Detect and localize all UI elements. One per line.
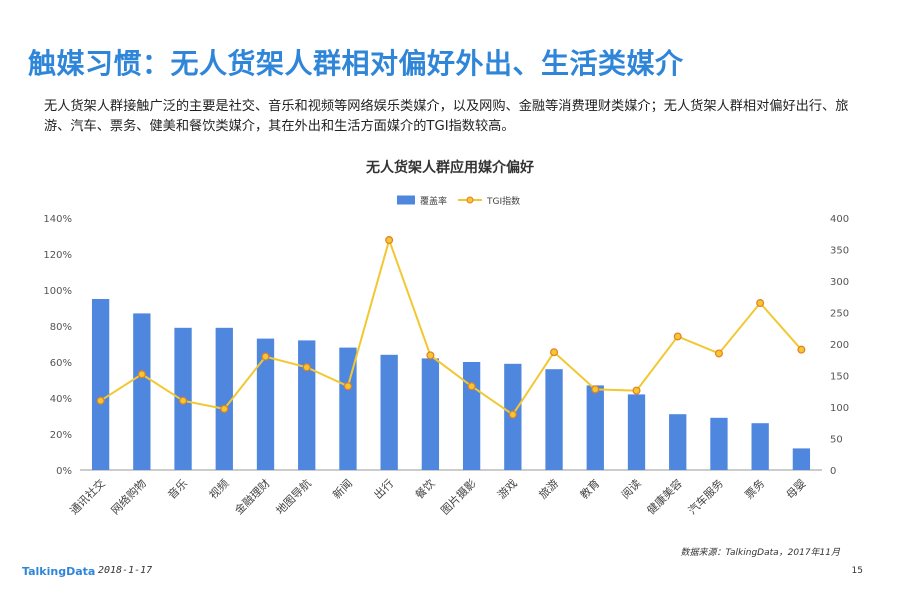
x-tick-label: 健康美容 — [644, 476, 685, 517]
bar — [256, 338, 275, 470]
tgi-point — [756, 299, 765, 308]
tgi-point — [385, 236, 394, 245]
bar — [462, 362, 481, 470]
y-right-tick-label: 250 — [830, 309, 849, 320]
bar — [669, 414, 687, 470]
intro-paragraph: 无人货架人群接触广泛的主要是社交、音乐和视频等网络娱乐类媒介，以及网购、金融等消… — [44, 99, 849, 134]
x-tick-label: 地图导航 — [273, 476, 314, 517]
y-right-tick-label: 50 — [830, 435, 843, 446]
tgi-point — [137, 370, 146, 379]
y-left-tick-label: 20% — [50, 430, 72, 441]
axes: 0% 20% 40% 60% 80% 100% 120% 140% 0 50 100 150 200 25… — [43, 214, 849, 477]
bar — [91, 299, 110, 470]
x-tick-label: 教育 — [577, 476, 602, 501]
tgi-point — [220, 404, 229, 413]
tgi-point — [714, 349, 723, 358]
y-right-tick-label: 350 — [830, 246, 849, 257]
x-tick-label: 通讯社交 — [67, 476, 108, 517]
x-tick-label: 旅游 — [536, 476, 561, 501]
tgi-point — [550, 348, 559, 357]
line-series — [96, 236, 806, 419]
y-right-tick-label: 0 — [830, 466, 836, 477]
legend: 覆盖率 TGI指数 — [397, 195, 520, 207]
legend-line-marker — [466, 196, 474, 204]
x-tick-label: 图片摄影 — [438, 476, 479, 517]
x-tick-label: 新闻 — [330, 476, 355, 501]
bar — [380, 354, 398, 470]
talkingdata-logo: TalkingData — [22, 565, 96, 578]
x-tick-label: 阅读 — [618, 476, 643, 501]
y-right-tick-label: 300 — [830, 277, 849, 288]
tgi-point — [302, 363, 311, 372]
tgi-point — [508, 410, 517, 419]
chart-svg: 无人货架人群应用媒介偏好 覆盖率 TGI指数 0% 20% 40% 60% 80% 100%… — [43, 159, 849, 517]
x-tick-label: 餐饮 — [412, 476, 437, 501]
chart-title: 无人货架人群应用媒介偏好 — [365, 159, 534, 176]
bar — [710, 417, 728, 470]
tgi-point — [673, 332, 682, 341]
bar-series — [91, 299, 811, 470]
bar — [215, 327, 233, 470]
x-tick-label: 网络购物 — [108, 476, 149, 517]
y-left-tick-label: 120% — [43, 250, 72, 261]
tgi-point — [343, 382, 352, 391]
tgi-point — [591, 385, 600, 394]
bar — [751, 423, 769, 470]
data-source: 数据来源：TalkingData，2017年11月 — [680, 548, 840, 558]
tgi-point — [426, 351, 435, 360]
page-title: 触媒习惯：无人货架人群相对偏好外出、生活类媒介 — [28, 47, 684, 80]
bar — [339, 347, 357, 470]
y-right-tick-label: 200 — [830, 340, 849, 351]
y-left-tick-label: 60% — [50, 358, 72, 369]
bar — [421, 358, 440, 470]
x-axis-labels: 通讯社交 网络购物 音乐 视频 金融理财 地图导航 新闻 出行 餐饮 图片摄影 游戏 旅游 教育 阅读 健康… — [67, 476, 809, 517]
legend-line-label: TGI指数 — [486, 195, 520, 207]
tgi-point — [96, 396, 105, 405]
legend-bar-swatch — [397, 195, 415, 205]
tgi-point — [261, 352, 270, 361]
x-tick-label: 汽车服务 — [685, 476, 726, 517]
x-tick-label: 母婴 — [784, 477, 809, 502]
x-tick-label: 音乐 — [165, 476, 190, 501]
bar — [627, 394, 646, 470]
bar — [133, 313, 151, 470]
legend-bar-label: 覆盖率 — [420, 195, 447, 207]
tgi-point — [467, 382, 476, 391]
tgi-point — [797, 345, 806, 354]
y-left-tick-label: 100% — [43, 286, 72, 297]
y-right-tick-label: 100 — [830, 403, 849, 414]
footer-date: 2018-1-17 — [98, 565, 153, 576]
bar — [586, 385, 604, 470]
x-tick-label: 视频 — [206, 476, 231, 501]
x-tick-label: 出行 — [371, 476, 396, 501]
tgi-line — [100, 236, 803, 416]
y-left-tick-label: 0% — [56, 466, 72, 477]
y-left-tick-label: 140% — [43, 214, 72, 225]
bar — [792, 448, 811, 470]
y-left-tick-label: 80% — [50, 322, 72, 333]
x-tick-label: 票务 — [743, 477, 768, 502]
x-tick-label: 金融理财 — [232, 476, 273, 517]
x-tick-label: 游戏 — [495, 477, 520, 502]
bar — [545, 369, 563, 470]
tgi-point — [632, 386, 641, 395]
bar — [298, 340, 316, 470]
page-number: 15 — [851, 566, 863, 576]
tgi-point — [179, 396, 188, 405]
y-right-tick-label: 400 — [830, 214, 849, 225]
y-left-tick-label: 40% — [50, 394, 72, 405]
y-right-tick-label: 150 — [830, 372, 849, 383]
